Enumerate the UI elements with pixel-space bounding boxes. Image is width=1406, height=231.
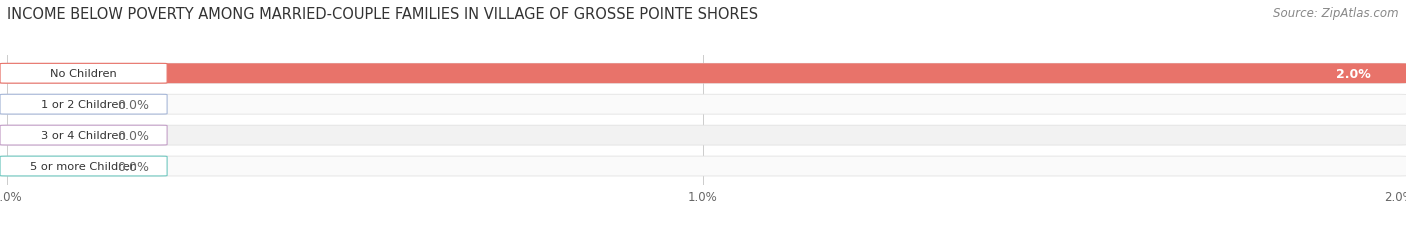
Text: No Children: No Children <box>51 69 117 79</box>
FancyBboxPatch shape <box>0 156 115 176</box>
Text: 0.0%: 0.0% <box>117 160 149 173</box>
Text: 1 or 2 Children: 1 or 2 Children <box>41 100 127 110</box>
FancyBboxPatch shape <box>0 95 115 115</box>
Text: INCOME BELOW POVERTY AMONG MARRIED-COUPLE FAMILIES IN VILLAGE OF GROSSE POINTE S: INCOME BELOW POVERTY AMONG MARRIED-COUPL… <box>7 7 758 22</box>
FancyBboxPatch shape <box>0 126 167 145</box>
Text: 2.0%: 2.0% <box>1336 67 1371 80</box>
FancyBboxPatch shape <box>0 156 167 176</box>
FancyBboxPatch shape <box>0 95 167 115</box>
Text: 0.0%: 0.0% <box>117 98 149 111</box>
FancyBboxPatch shape <box>0 126 1406 146</box>
FancyBboxPatch shape <box>0 64 1406 84</box>
FancyBboxPatch shape <box>0 156 1406 176</box>
Text: 0.0%: 0.0% <box>117 129 149 142</box>
Text: 5 or more Children: 5 or more Children <box>30 161 138 171</box>
Text: 3 or 4 Children: 3 or 4 Children <box>41 131 127 140</box>
FancyBboxPatch shape <box>0 64 1406 84</box>
FancyBboxPatch shape <box>0 95 1406 115</box>
FancyBboxPatch shape <box>0 126 115 146</box>
FancyBboxPatch shape <box>0 64 167 84</box>
Text: Source: ZipAtlas.com: Source: ZipAtlas.com <box>1274 7 1399 20</box>
